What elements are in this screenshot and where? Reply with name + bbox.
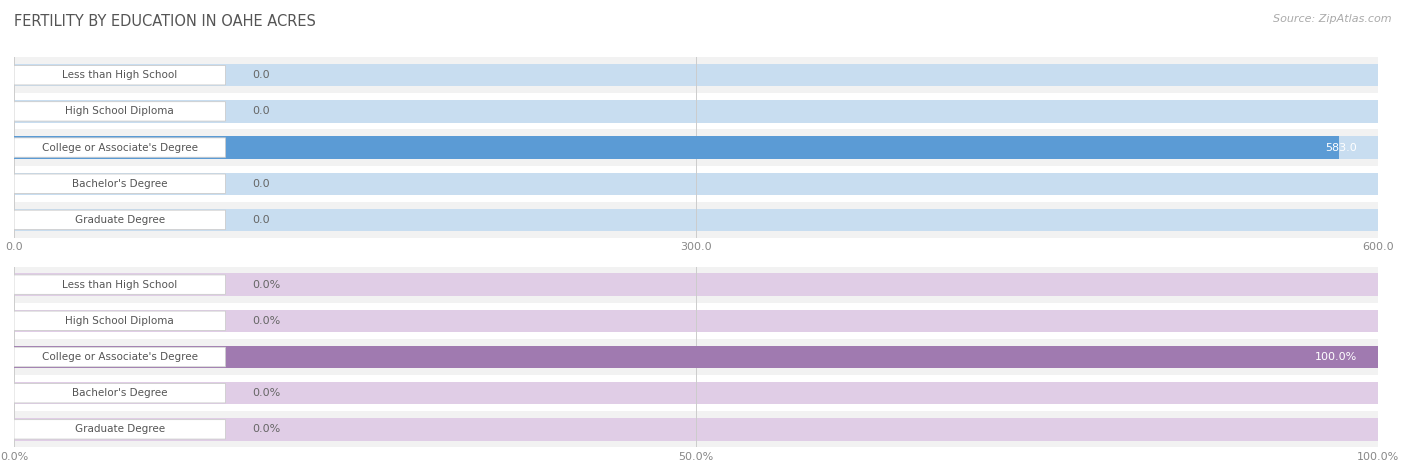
- Bar: [14, 339, 1378, 375]
- Bar: [14, 102, 225, 121]
- Bar: [14, 384, 225, 403]
- Text: 0.0%: 0.0%: [253, 279, 281, 290]
- Text: College or Associate's Degree: College or Associate's Degree: [42, 352, 198, 362]
- Bar: [14, 93, 1378, 129]
- Bar: [14, 346, 1378, 368]
- Text: FERTILITY BY EDUCATION IN OAHE ACRES: FERTILITY BY EDUCATION IN OAHE ACRES: [14, 14, 316, 30]
- FancyBboxPatch shape: [14, 420, 225, 439]
- Text: 583.0: 583.0: [1326, 142, 1357, 153]
- Bar: [14, 382, 1378, 405]
- FancyBboxPatch shape: [14, 66, 225, 85]
- Text: High School Diploma: High School Diploma: [66, 316, 174, 326]
- Bar: [14, 100, 1378, 123]
- Bar: [14, 57, 1378, 93]
- Bar: [14, 303, 1378, 339]
- Text: 0.0: 0.0: [253, 215, 270, 225]
- Bar: [14, 136, 1340, 159]
- Bar: [14, 420, 225, 439]
- Text: 0.0: 0.0: [253, 178, 270, 189]
- Text: Graduate Degree: Graduate Degree: [75, 424, 165, 435]
- Bar: [14, 66, 225, 85]
- Bar: [14, 166, 1378, 202]
- Bar: [14, 273, 1378, 296]
- Bar: [14, 172, 1378, 195]
- Text: Bachelor's Degree: Bachelor's Degree: [72, 178, 167, 189]
- Text: High School Diploma: High School Diploma: [66, 106, 174, 117]
- Bar: [14, 311, 225, 330]
- Bar: [14, 129, 1378, 166]
- FancyBboxPatch shape: [14, 102, 225, 121]
- Bar: [14, 174, 225, 193]
- Text: Less than High School: Less than High School: [62, 70, 177, 80]
- FancyBboxPatch shape: [14, 174, 225, 193]
- FancyBboxPatch shape: [14, 347, 225, 367]
- Bar: [14, 64, 1378, 87]
- Text: 0.0%: 0.0%: [253, 424, 281, 435]
- Text: Graduate Degree: Graduate Degree: [75, 215, 165, 225]
- Text: 0.0%: 0.0%: [253, 316, 281, 326]
- Bar: [14, 267, 1378, 303]
- Bar: [14, 411, 1378, 447]
- Bar: [14, 375, 1378, 411]
- Bar: [14, 275, 225, 294]
- Bar: [14, 208, 1378, 231]
- FancyBboxPatch shape: [14, 138, 225, 157]
- Bar: [14, 346, 1378, 368]
- Text: Less than High School: Less than High School: [62, 279, 177, 290]
- Text: College or Associate's Degree: College or Associate's Degree: [42, 142, 198, 153]
- Text: 0.0%: 0.0%: [253, 388, 281, 398]
- Bar: [14, 210, 225, 229]
- FancyBboxPatch shape: [14, 210, 225, 229]
- Bar: [14, 309, 1378, 332]
- Bar: [14, 136, 1378, 159]
- Bar: [14, 418, 1378, 441]
- Bar: [14, 347, 225, 367]
- Bar: [14, 202, 1378, 238]
- Text: Source: ZipAtlas.com: Source: ZipAtlas.com: [1274, 14, 1392, 24]
- FancyBboxPatch shape: [14, 275, 225, 294]
- Text: Bachelor's Degree: Bachelor's Degree: [72, 388, 167, 398]
- Text: 100.0%: 100.0%: [1315, 352, 1357, 362]
- Text: 0.0: 0.0: [253, 106, 270, 117]
- FancyBboxPatch shape: [14, 311, 225, 330]
- FancyBboxPatch shape: [14, 384, 225, 403]
- Bar: [14, 138, 225, 157]
- Text: 0.0: 0.0: [253, 70, 270, 80]
